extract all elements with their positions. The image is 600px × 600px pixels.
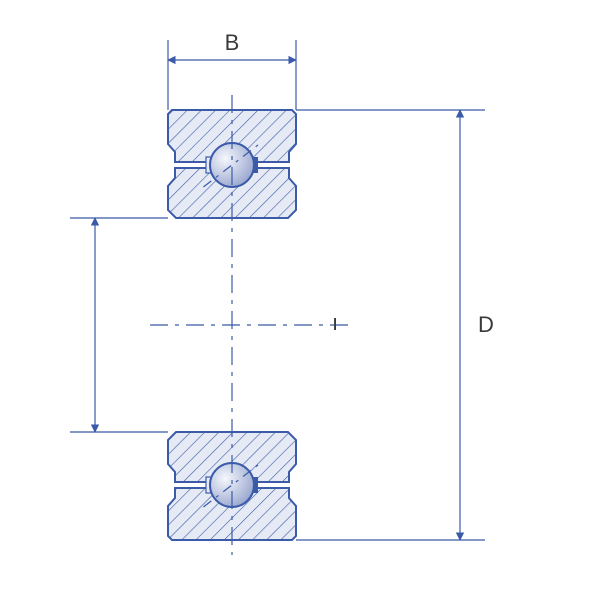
dim-label-d: D: [478, 312, 494, 337]
bearing-cross-section: B Dı: [0, 0, 600, 600]
dim-label-inner: ı: [332, 310, 338, 335]
dim-label-b: B: [225, 30, 240, 55]
